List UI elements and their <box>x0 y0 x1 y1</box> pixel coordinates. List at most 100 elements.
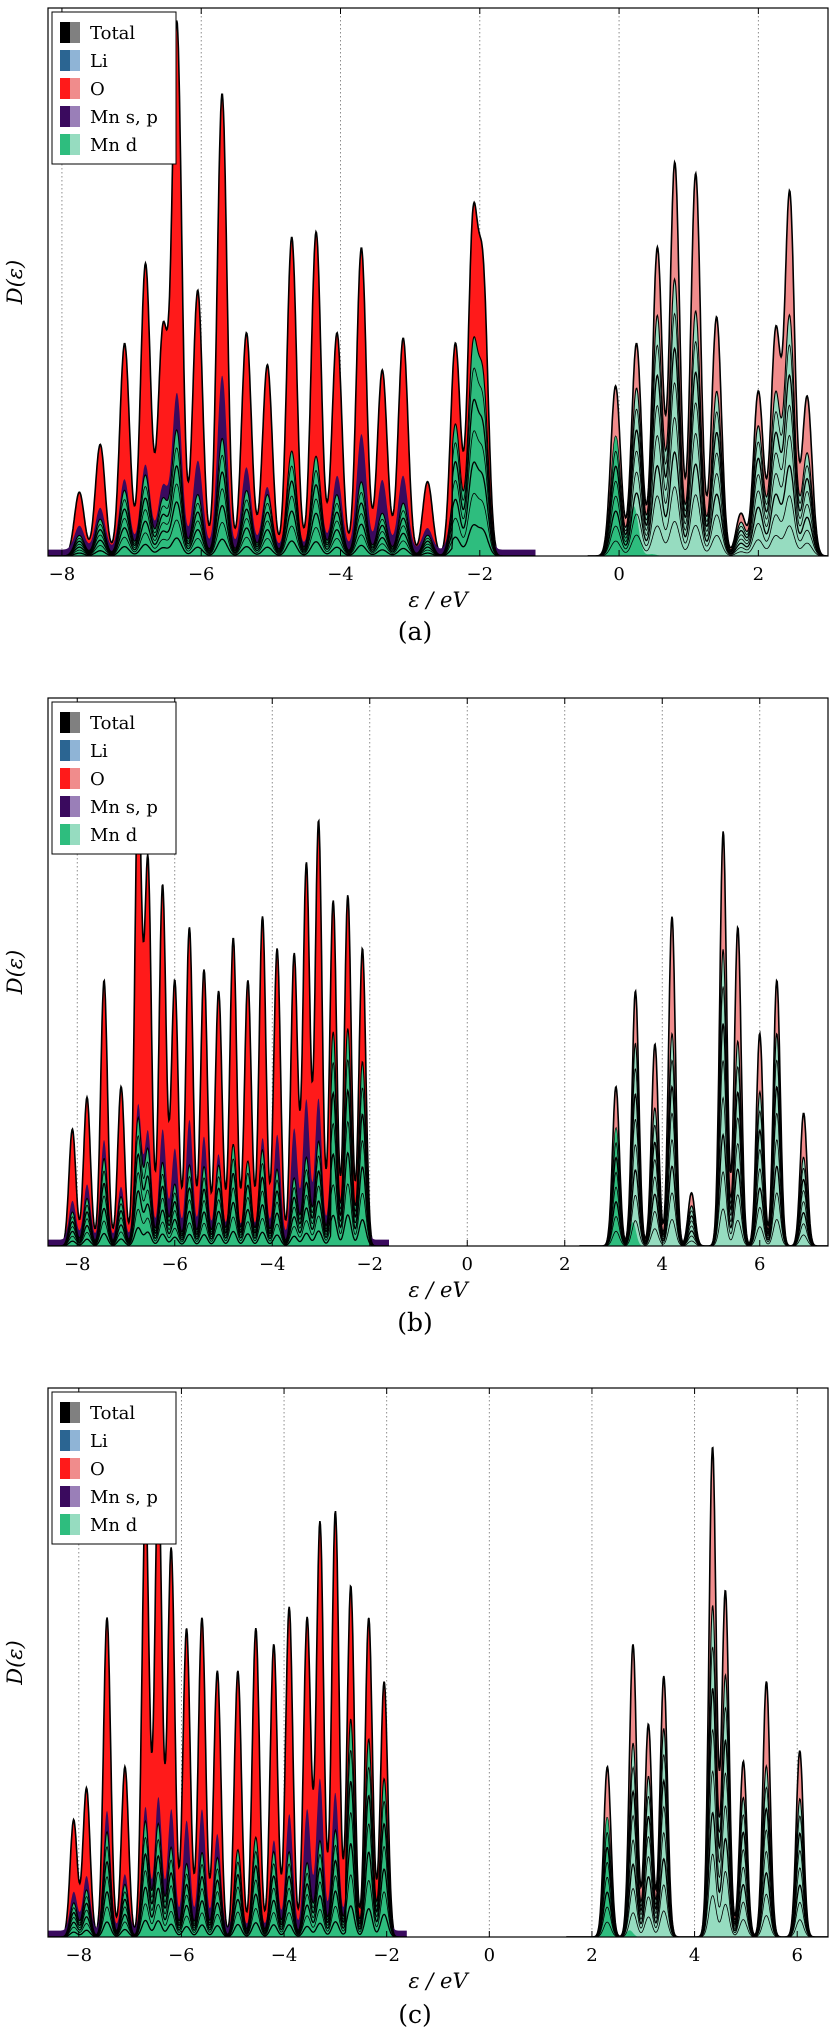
band-line <box>48 524 536 556</box>
legend-label: Mn d <box>90 135 137 156</box>
band-line <box>48 1183 389 1246</box>
legend-item: Li <box>60 50 108 72</box>
legend-swatch-light <box>70 740 80 761</box>
legend-swatch-light <box>70 106 80 127</box>
legend-label: Total <box>90 713 135 734</box>
legend-label: Mn d <box>90 825 137 846</box>
plot-frame <box>47 7 829 557</box>
band-line <box>48 1749 407 1937</box>
x-tick-label: −2 <box>356 1254 383 1275</box>
legend-swatch-dark <box>60 740 70 761</box>
legend-item: Li <box>60 1430 108 1452</box>
legend-swatch-light <box>70 768 80 789</box>
legend-swatch-light <box>70 1514 80 1535</box>
band-line <box>566 1728 828 1937</box>
x-tick-label: −8 <box>64 1254 91 1275</box>
panel-3: −8 −6 −4 −2 0 2 4 6 ε / eV D(ε) (c) Total Li O Mn s, p… <box>3 1387 829 2029</box>
legend-label: Mn s, p <box>90 1487 158 1508</box>
y-axis-label: D(ε) <box>3 950 27 996</box>
x-tick-label: 0 <box>484 1945 495 1966</box>
x-tick-label: −6 <box>188 564 215 585</box>
x-axis-label: ε / eV <box>408 588 469 612</box>
legend-swatch-light <box>70 796 80 817</box>
legend-swatch-light <box>70 22 80 43</box>
legend-item: Mn d <box>60 824 137 846</box>
panel-caption: (c) <box>398 2000 432 2029</box>
y-axis-label: D(ε) <box>3 1640 27 1686</box>
band-line <box>587 486 828 556</box>
legend-swatch-light <box>70 78 80 99</box>
panel-2: −8 −6 −4 −2 0 2 4 6 ε / eV D(ε) (b) Total Li O Mn s, p… <box>3 697 829 1337</box>
legend-swatch-light <box>70 1486 80 1507</box>
legend-swatch-dark <box>60 1486 70 1507</box>
panel-1: −8 −6 −4 −2 0 2 ε / eV D(ε) (a) Total Li O Mn s, p Mn… <box>3 7 829 646</box>
legend-swatch-dark <box>60 50 70 71</box>
band-line <box>566 1811 828 1937</box>
legend-label: O <box>90 1459 105 1480</box>
legend-item: O <box>60 1458 105 1480</box>
band-line <box>587 312 828 556</box>
dos-areas <box>48 771 828 1246</box>
band-line <box>587 382 828 556</box>
band-line <box>48 1120 389 1246</box>
x-tick-label: −4 <box>271 1945 298 1966</box>
band-line <box>48 461 536 556</box>
legend-swatch-light <box>70 1402 80 1423</box>
x-tick-label: 4 <box>689 1945 700 1966</box>
band-line <box>48 492 536 556</box>
x-tick-label: 6 <box>791 1945 802 1966</box>
legend-item: Total <box>60 22 135 44</box>
legend-item: Mn s, p <box>60 1486 158 1508</box>
legend-item: Mn s, p <box>60 796 158 818</box>
band-line <box>566 1688 828 1937</box>
legend-label: Total <box>90 1403 135 1424</box>
x-axis-label: ε / eV <box>408 1969 469 1993</box>
x-ticks: −8 −6 −4 −2 0 2 <box>49 8 764 585</box>
band-line <box>566 1853 828 1937</box>
legend-swatch-dark <box>60 106 70 127</box>
band-line <box>48 1059 389 1246</box>
legend-swatch-dark <box>60 796 70 817</box>
x-tick-label: −8 <box>49 564 76 585</box>
legend-swatch-light <box>70 1430 80 1451</box>
x-tick-label: −8 <box>66 1945 93 1966</box>
x-tick-label: 2 <box>753 564 764 585</box>
dos-areas <box>48 1446 828 1937</box>
band-line <box>48 367 536 556</box>
x-tick-label: 2 <box>559 1254 570 1275</box>
legend-item: O <box>60 768 105 790</box>
legend-swatch-light <box>70 134 80 155</box>
band-line <box>587 416 828 556</box>
legend: Total Li O Mn s, p Mn d <box>51 701 177 855</box>
legend-item: O <box>60 78 105 100</box>
o-occupied-area <box>48 771 389 1246</box>
band-line <box>566 1895 828 1937</box>
legend-label: Mn s, p <box>90 107 158 128</box>
x-tick-label: 0 <box>613 564 624 585</box>
x-ticks: −8 −6 −4 −2 0 2 4 6 <box>66 1388 803 1966</box>
legend-label: Li <box>90 1431 108 1452</box>
legend-swatch-light <box>70 712 80 733</box>
plot-frame <box>47 1387 829 1938</box>
band-line <box>587 451 828 556</box>
legend-item: Mn d <box>60 134 137 156</box>
band-line <box>48 430 536 556</box>
band-line <box>48 1088 389 1246</box>
legend-label: Mn d <box>90 1515 137 1536</box>
panel-caption: (a) <box>398 617 432 646</box>
legend-swatch-dark <box>60 1458 70 1479</box>
band-line <box>587 346 828 556</box>
legend-swatch-dark <box>60 1402 70 1423</box>
band-line <box>566 1770 828 1937</box>
legend-label: Mn s, p <box>90 797 158 818</box>
x-tick-label: 6 <box>754 1254 765 1275</box>
band-line <box>48 1151 389 1246</box>
legend: Total Li O Mn s, p Mn d <box>51 1391 177 1545</box>
panel-caption: (b) <box>397 1308 433 1337</box>
y-axis-label: D(ε) <box>3 260 27 306</box>
dos-areas <box>48 20 828 556</box>
band-line <box>587 520 828 556</box>
legend-swatch-dark <box>60 768 70 789</box>
